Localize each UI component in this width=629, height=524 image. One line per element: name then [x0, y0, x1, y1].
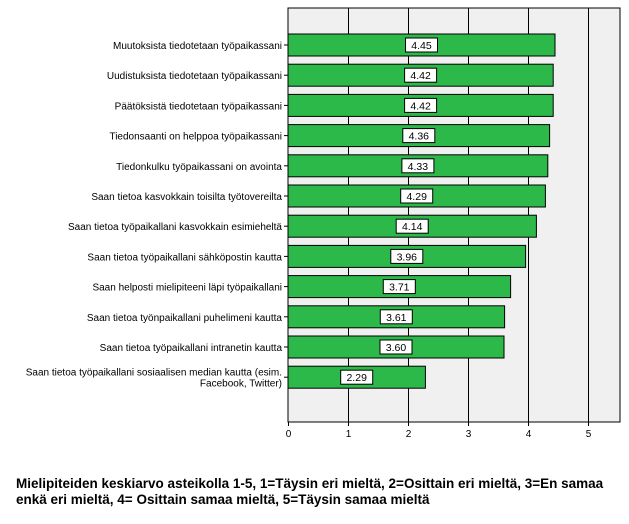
data-label: 4.36 [409, 131, 430, 143]
data-label-box [382, 279, 416, 295]
data-label-box [404, 67, 438, 83]
category-label: Facebook, Twitter) [200, 379, 282, 390]
category-label: Muutoksista tiedotetaan työpaikassani [113, 41, 282, 52]
category-label: Uudistuksista tiedotetaan työpaikassani [107, 71, 282, 82]
x-tick-label: 4 [526, 429, 532, 440]
data-label-box [400, 188, 434, 204]
data-label: 4.14 [402, 221, 423, 233]
category-label: Saan tietoa kasvokkain toisilta työtover… [91, 192, 282, 203]
data-label-box [379, 339, 413, 355]
category-label: Saan tietoa työpaikallani intranetin kau… [100, 343, 283, 354]
x-axis-ticks: 0 1 2 3 4 5 [286, 422, 592, 440]
data-label-box [379, 309, 413, 325]
data-label-box [390, 248, 424, 264]
data-label-box [395, 218, 429, 234]
data-label-box [404, 97, 438, 113]
x-tick-label: 2 [406, 429, 412, 440]
x-tick-label: 5 [586, 429, 592, 440]
data-label: 4.42 [410, 100, 431, 112]
data-label: 4.42 [410, 70, 431, 82]
data-label-box [340, 369, 374, 385]
category-label: Saan tietoa työpaikallani kasvokkain esi… [68, 222, 282, 233]
data-label: 4.45 [411, 40, 432, 52]
category-label: Päätöksistä tiedotetaan työpaikassani [115, 101, 282, 112]
category-label: Saan tietoa työnpaikallani puhelimeni ka… [87, 313, 283, 324]
data-label: 3.61 [386, 312, 407, 324]
data-label-box [401, 158, 435, 174]
data-label: 3.96 [397, 251, 418, 263]
data-label-box [402, 128, 436, 144]
category-label: Tiedonkulku työpaikassani on avointa [116, 162, 282, 173]
category-label: Saan tietoa työpaikallani sähköpostin ka… [87, 252, 282, 263]
category-labels: Muutoksista tiedotetaan työpaikassani Uud… [26, 41, 288, 390]
x-tick-label: 3 [466, 429, 472, 440]
bar-chart: 4.45 4.42 4.42 4.36 4.33 4.29 4.14 3.96 3.71 3.61… [26, 7, 621, 440]
x-tick-label: 0 [286, 429, 292, 440]
category-label: Tiedonsaanti on helppoa työpaikassani [109, 132, 282, 143]
data-label: 4.33 [408, 161, 429, 173]
data-label-box [405, 37, 438, 53]
data-label: 4.29 [406, 191, 427, 203]
chart-caption: Mielipiteiden keskiarvo asteikolla 1-5, … [16, 476, 604, 507]
category-label: Saan tietoa työpaikallani sosiaalisen me… [26, 368, 282, 379]
data-label: 2.29 [346, 372, 367, 384]
data-label: 3.71 [389, 282, 410, 294]
data-label: 3.60 [386, 342, 407, 354]
x-tick-label: 1 [346, 429, 352, 440]
bars: 4.45 4.42 4.42 4.36 4.33 4.29 4.14 3.96 3.71 3.61… [287, 33, 556, 389]
category-label: Saan helposti mielipiteeni läpi työpaika… [92, 283, 282, 294]
